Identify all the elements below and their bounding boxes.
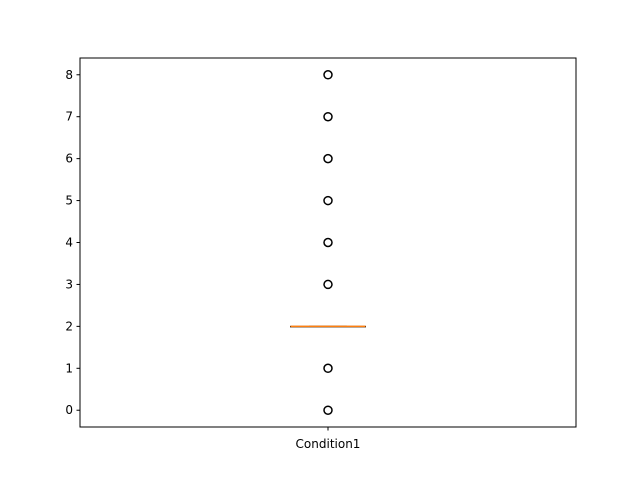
y-tick-label: 2	[65, 319, 73, 333]
y-tick-label: 6	[65, 152, 73, 166]
outlier-point	[324, 197, 332, 205]
y-tick-label: 5	[65, 194, 73, 208]
y-tick-label: 1	[65, 361, 73, 375]
y-tick-label: 7	[65, 110, 73, 124]
outlier-point	[324, 364, 332, 372]
y-tick-label: 8	[65, 68, 73, 82]
outlier-point	[324, 155, 332, 163]
outlier-point	[324, 280, 332, 288]
y-tick-label: 4	[65, 236, 73, 250]
outlier-point	[324, 113, 332, 121]
x-tick-label-category: Condition1	[296, 437, 361, 451]
y-tick-label: 3	[65, 277, 73, 291]
outlier-point	[324, 406, 332, 414]
y-tick-label: 0	[65, 403, 73, 417]
y-axis: 0 1 2 3 4 5 6 7 8	[65, 68, 80, 417]
outlier-point	[324, 239, 332, 247]
plot-layer	[291, 71, 366, 414]
outlier-point	[324, 71, 332, 79]
x-axis: Condition1	[296, 427, 361, 451]
